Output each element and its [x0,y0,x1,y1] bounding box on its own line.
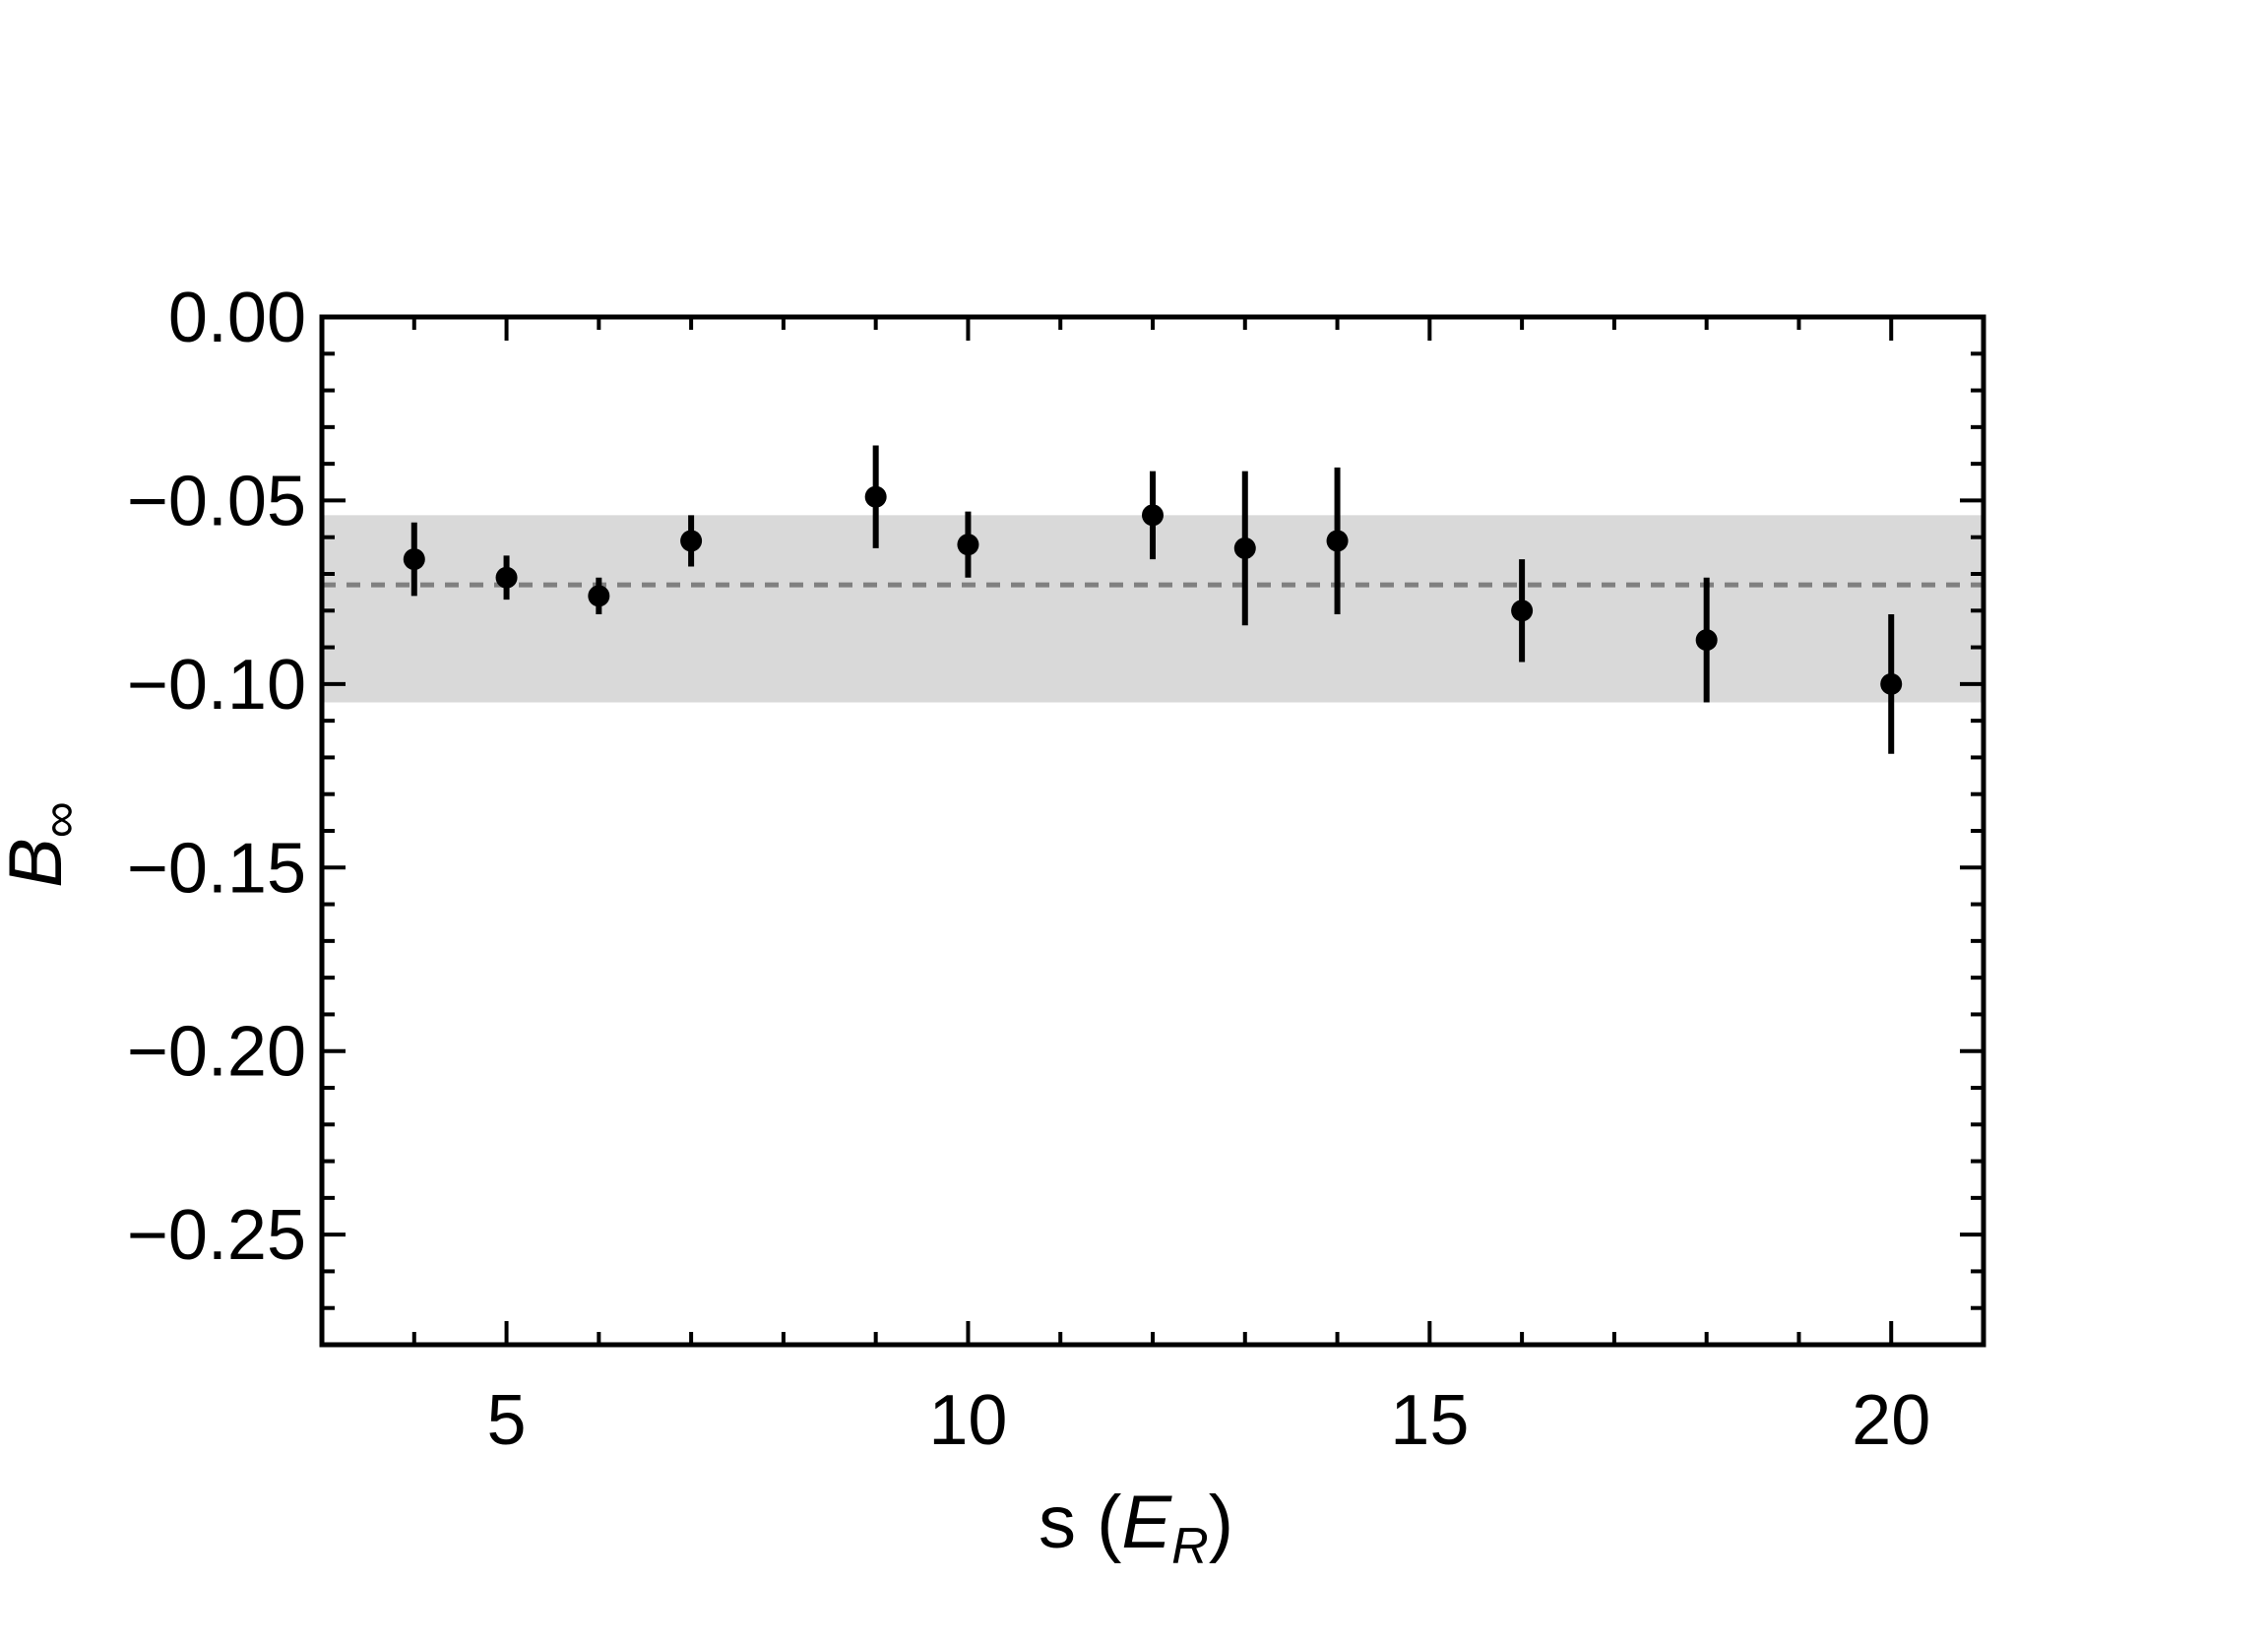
data-point [1880,672,1903,695]
y-tick-label: 0.00 [168,279,306,357]
x-tick-label: 20 [1852,1381,1930,1460]
y-axis-title-var: B [0,838,78,888]
axes: 5 10 15 20 0.00 −0.05 −0.10 −0.15 −0.20 −0.25 [127,279,1986,1460]
data-point [957,534,979,556]
data-point [864,485,887,508]
x-axis-title-main: s ( [1039,1481,1121,1564]
plot-area [322,445,1984,754]
data-point [403,548,425,571]
data-point [1326,530,1349,552]
y-tick-label: −0.20 [127,1013,306,1092]
x-axis-title-var: E [1121,1481,1172,1564]
x-axis-title: s (ER) [1039,1481,1233,1575]
y-tick-label: −0.25 [127,1196,306,1275]
x-tick-label: 5 [487,1381,527,1460]
x-axis-title-close: ) [1209,1481,1233,1564]
data-point [588,585,610,607]
x-tick-label: 10 [928,1381,1007,1460]
data-point [1233,537,1256,559]
x-axis-title-sub: R [1171,1518,1209,1575]
data-point [495,566,518,589]
y-tick-label: −0.15 [127,829,306,908]
data-point [1695,629,1718,652]
y-axis-title: B∞ [0,801,89,888]
data-point [680,530,703,552]
y-axis-title-sub: ∞ [32,801,89,838]
y-tick-label: −0.10 [127,646,306,725]
data-point [1142,504,1164,527]
data-point [1511,600,1534,622]
y-tick-label: −0.05 [127,462,306,540]
x-tick-label: 15 [1390,1381,1469,1460]
